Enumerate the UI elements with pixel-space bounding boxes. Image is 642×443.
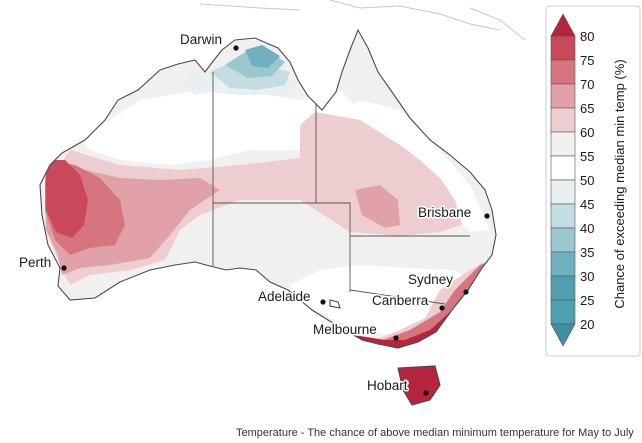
map-caption: Temperature - The chance of above median… <box>236 427 634 439</box>
legend-swatch-75-80 <box>550 35 576 61</box>
zone-75 <box>46 160 88 238</box>
legend-tick-35: 35 <box>580 245 594 260</box>
perth-marker <box>61 265 67 271</box>
sydney-marker <box>463 289 469 295</box>
legend-colorbar <box>550 13 576 347</box>
legend-swatch-35-40 <box>550 227 576 253</box>
melbourne-marker <box>393 335 399 341</box>
legend-bottom-arrow <box>550 323 576 347</box>
legend-tick-75: 75 <box>580 53 594 68</box>
adelaide-marker <box>320 299 326 305</box>
zone-55-south <box>198 205 480 282</box>
temperature-zones <box>40 30 496 405</box>
city-markers <box>61 45 490 396</box>
legend-tick-30: 30 <box>580 269 594 284</box>
city-label-darwin: Darwin <box>180 32 222 47</box>
darwin-marker <box>233 45 239 51</box>
legend-tick-50: 50 <box>580 173 594 188</box>
legend-ticks: 80 75 70 65 60 55 50 45 40 35 30 25 20 <box>580 29 594 332</box>
legend-swatch-50-55 <box>550 155 576 181</box>
legend-tick-80: 80 <box>580 29 594 44</box>
zone-60-southeast <box>375 262 485 342</box>
city-label-hobart: Hobart <box>367 378 408 393</box>
legend-swatch-45-50 <box>550 179 576 205</box>
legend-swatch-60-65 <box>550 107 576 133</box>
legend-swatch-25-30 <box>550 275 576 301</box>
city-label-melbourne: Melbourne <box>313 322 377 337</box>
legend: 80 75 70 65 60 55 50 45 40 35 30 25 20 C… <box>545 5 641 357</box>
neighbouring-islands <box>199 0 526 41</box>
brisbane-marker <box>484 213 490 219</box>
zone-30 <box>245 45 280 68</box>
city-label-brisbane: Brisbane <box>418 205 471 220</box>
legend-swatch-70-75 <box>550 59 576 85</box>
state-borders <box>212 72 470 305</box>
legend-tick-40: 40 <box>580 221 594 236</box>
legend-tick-25: 25 <box>580 293 594 308</box>
legend-tick-45: 45 <box>580 197 594 212</box>
legend-tick-65: 65 <box>580 101 594 116</box>
canberra-marker <box>439 305 445 311</box>
zone-65-east <box>355 185 400 228</box>
legend-swatch-20-25 <box>550 299 576 325</box>
hobart-marker <box>423 390 429 396</box>
legend-tick-55: 55 <box>580 149 594 164</box>
city-label-sydney: Sydney <box>408 272 453 287</box>
legend-swatch-40-45 <box>550 203 576 229</box>
coastline <box>39 28 497 406</box>
legend-swatch-65-70 <box>550 83 576 109</box>
city-labels: Darwin Brisbane Perth Adelaide Sydney Ca… <box>18 31 473 395</box>
legend-swatch-55-60 <box>550 131 576 157</box>
legend-tick-20: 20 <box>580 317 594 332</box>
city-label-canberra: Canberra <box>372 293 429 308</box>
zone-50-north <box>80 90 360 165</box>
city-label-adelaide: Adelaide <box>258 289 311 304</box>
city-label-perth: Perth <box>19 255 51 270</box>
legend-swatch-30-35 <box>550 251 576 277</box>
legend-title: Chance of exceeding median min temp (%) <box>612 59 627 308</box>
legend-tick-60: 60 <box>580 125 594 140</box>
legend-tick-70: 70 <box>580 77 594 92</box>
